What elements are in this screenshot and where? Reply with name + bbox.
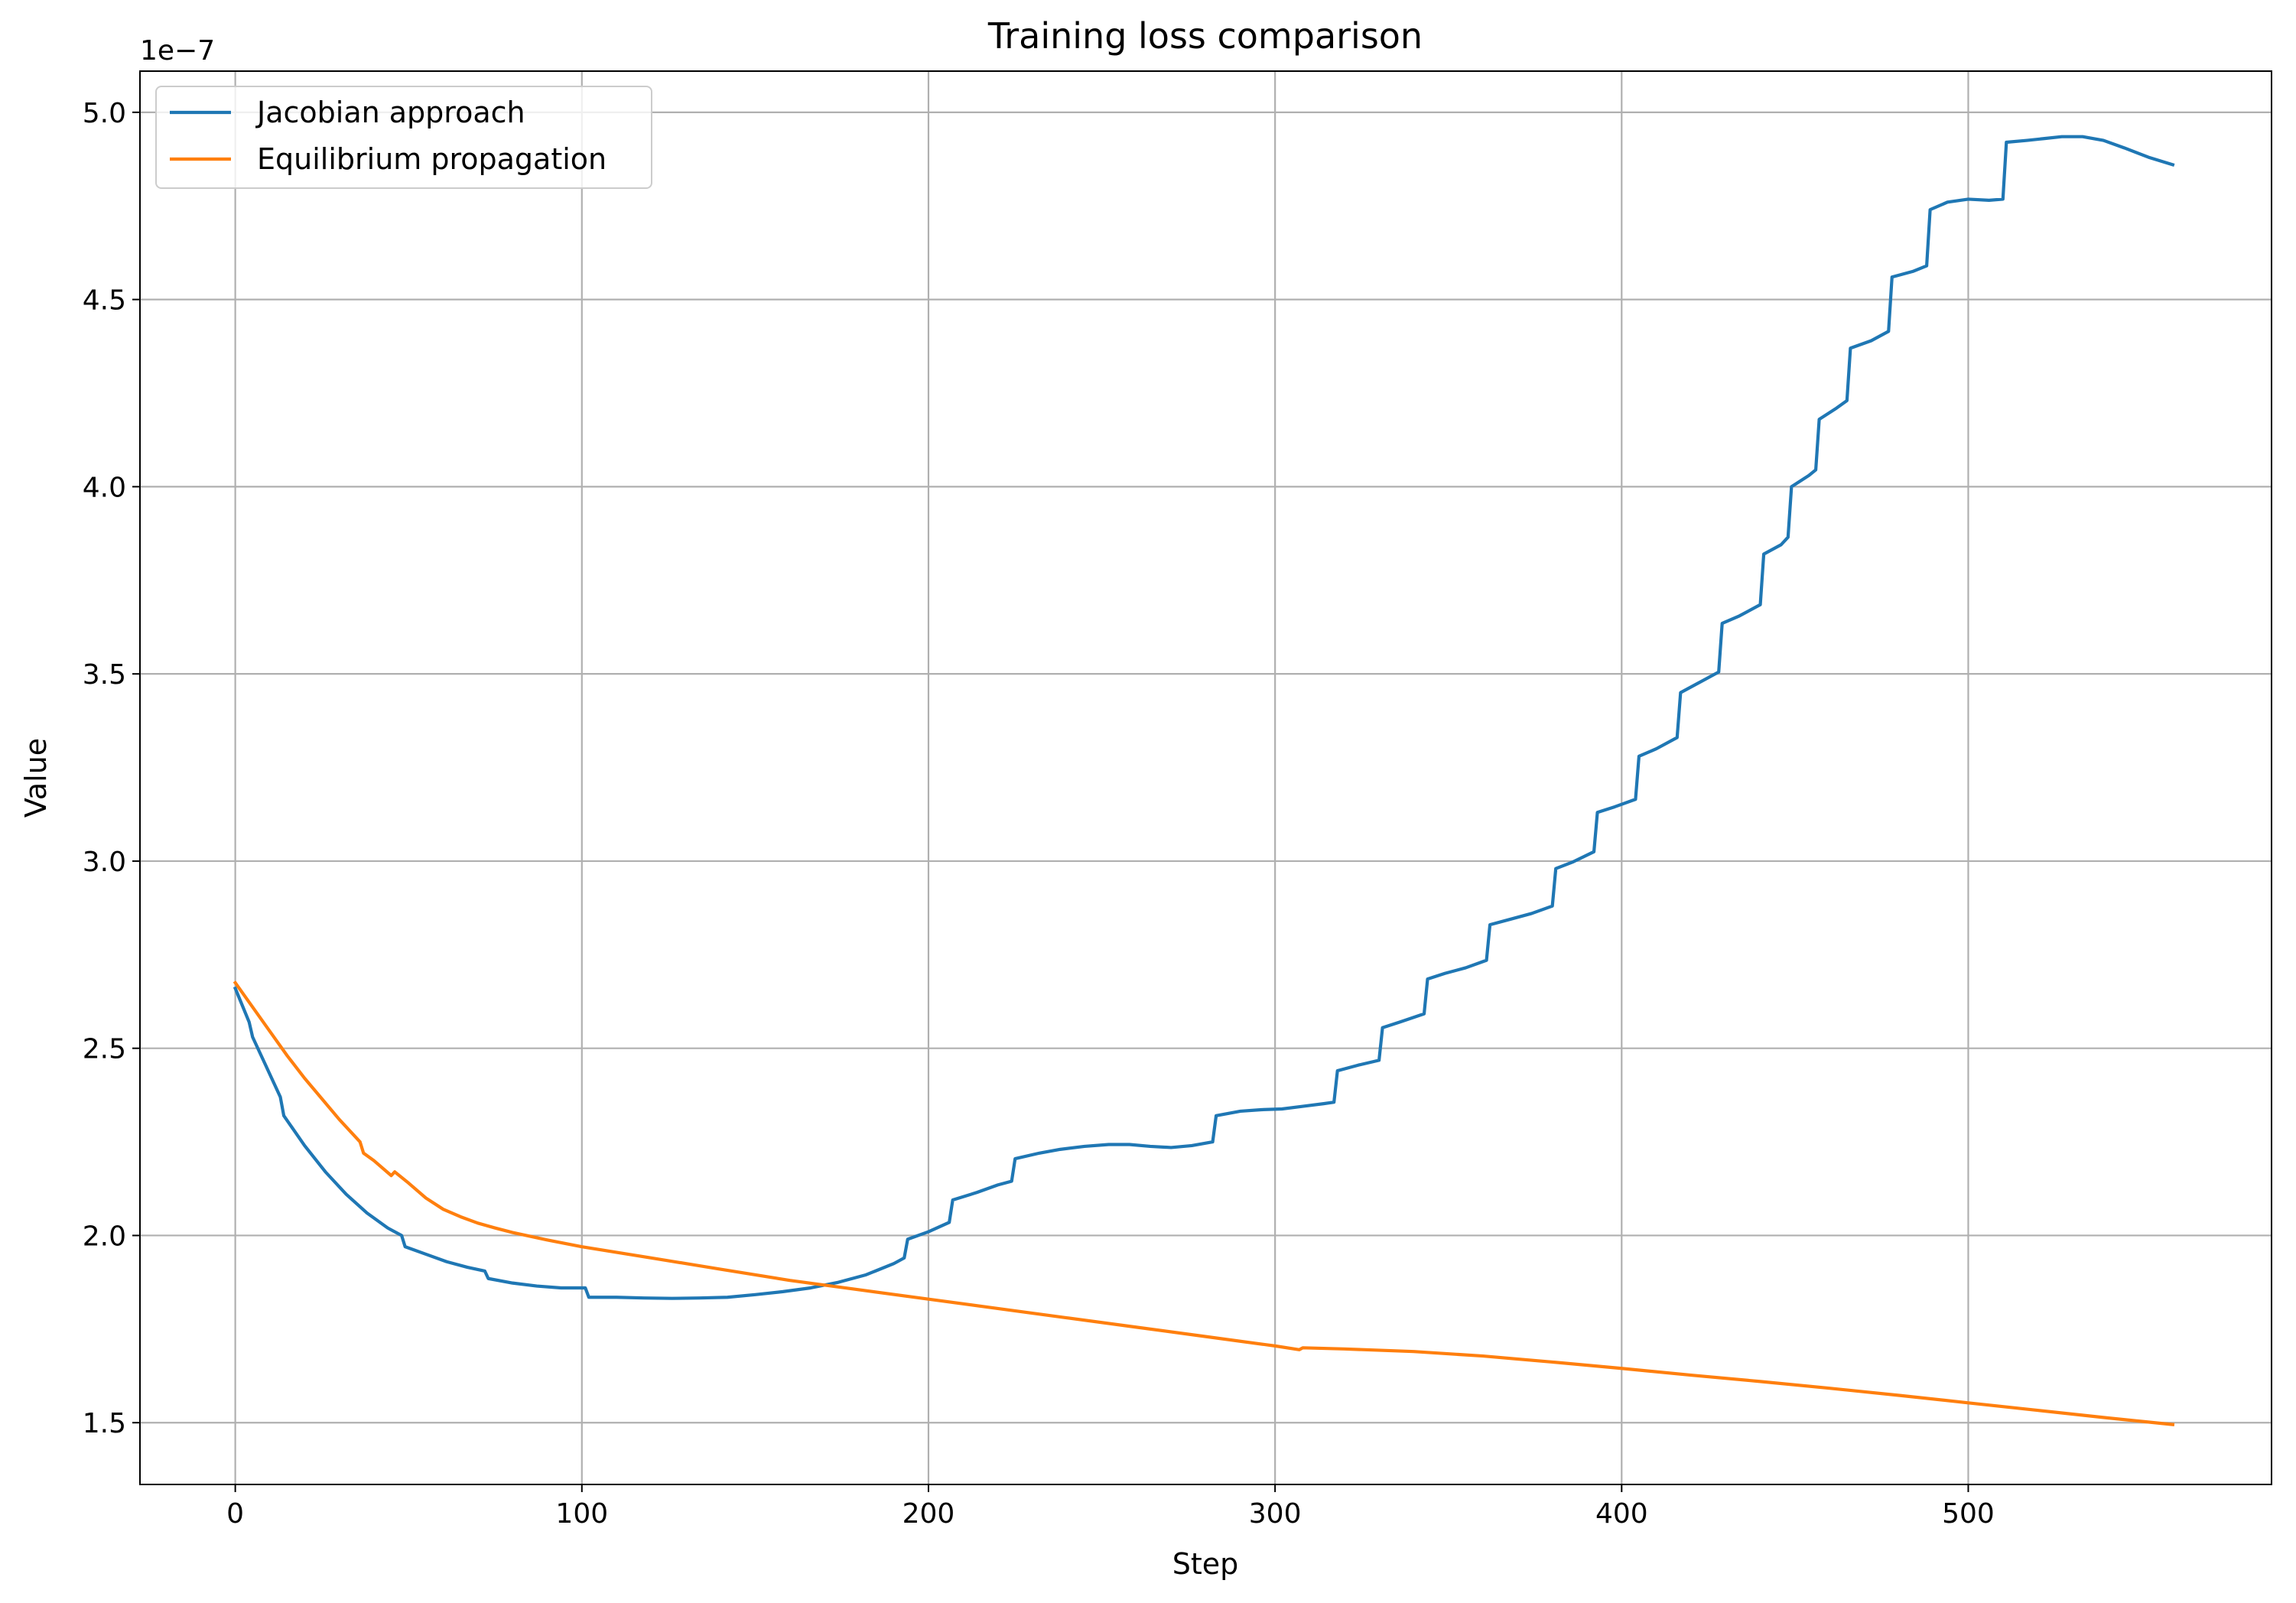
y-tick-label: 4.5 <box>83 285 126 317</box>
y-tick-label: 2.5 <box>83 1034 126 1065</box>
y-tick-label: 1.5 <box>83 1408 126 1439</box>
x-axis-label: Step <box>1172 1547 1239 1581</box>
x-tick-label: 100 <box>555 1498 608 1530</box>
y-tick-label: 2.0 <box>83 1221 126 1252</box>
x-tick-label: 0 <box>226 1498 244 1530</box>
series-lines <box>233 135 2175 1426</box>
y-tick-label: 3.5 <box>83 659 126 691</box>
series-line-jacobian-approach <box>233 135 2175 1300</box>
legend-label-equilibrium: Equilibrium propagation <box>257 142 607 176</box>
chart-title: Training loss comparison <box>987 15 1423 57</box>
series-line-equilibrium-propagation <box>233 980 2175 1426</box>
legend-label-jacobian: Jacobian approach <box>255 96 525 129</box>
x-axis-ticks: 0 100 200 300 400 500 <box>226 1484 1995 1530</box>
y-tick-label: 3.0 <box>83 847 126 878</box>
x-tick-label: 400 <box>1595 1498 1648 1530</box>
grid <box>140 71 2272 1484</box>
legend-box <box>155 86 652 189</box>
x-tick-label: 500 <box>1942 1498 1995 1530</box>
y-tick-label: 4.0 <box>83 472 126 503</box>
y-axis-label: Value <box>19 738 53 818</box>
axes-frame <box>139 70 2272 1485</box>
y-tick-label: 5.0 <box>83 98 126 129</box>
x-tick-label: 300 <box>1249 1498 1302 1530</box>
legend: Jacobian approach Equilibrium propagatio… <box>155 86 652 189</box>
y-axis-ticks: 1.5 2.0 2.5 3.0 3.5 4.0 4.5 5.0 <box>83 98 140 1439</box>
y-axis-offset-label: 1e−7 <box>140 35 215 67</box>
x-tick-label: 200 <box>902 1498 955 1530</box>
